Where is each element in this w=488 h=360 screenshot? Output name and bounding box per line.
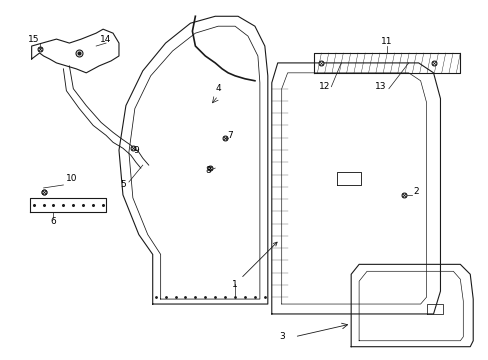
Text: 9: 9: [133, 146, 139, 155]
Text: 8: 8: [205, 166, 211, 175]
Text: 5: 5: [120, 180, 125, 189]
Text: 13: 13: [374, 82, 386, 91]
Text: 15: 15: [28, 35, 40, 44]
Text: 6: 6: [50, 217, 56, 226]
Text: 7: 7: [227, 131, 232, 140]
Text: 3: 3: [278, 332, 284, 341]
Text: 12: 12: [318, 82, 329, 91]
Text: 14: 14: [100, 35, 112, 44]
Text: 1: 1: [232, 242, 277, 289]
Text: 4: 4: [215, 84, 221, 93]
Text: 11: 11: [380, 37, 392, 46]
Text: 10: 10: [65, 174, 77, 183]
Text: 2: 2: [413, 188, 418, 197]
